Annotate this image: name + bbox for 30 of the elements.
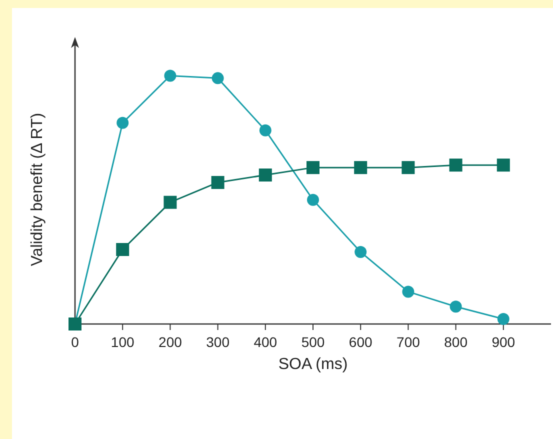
point <box>164 70 176 82</box>
point <box>354 246 367 258</box>
point <box>449 158 462 172</box>
point <box>306 161 320 174</box>
point <box>497 313 510 326</box>
y-axis-title: Validity benefit (Δ RT) <box>29 112 46 266</box>
point <box>211 176 224 189</box>
x-tick-label: 200 <box>158 334 182 350</box>
x-tick-label: 500 <box>301 334 325 350</box>
x-tick-label: 700 <box>396 334 420 350</box>
x-tick-label: 300 <box>206 334 230 350</box>
x-tick-label: 800 <box>444 334 468 350</box>
point <box>258 168 272 182</box>
point <box>354 161 368 174</box>
point <box>116 243 130 256</box>
point <box>307 194 319 206</box>
point <box>164 196 177 209</box>
point <box>212 72 224 84</box>
x-tick-label: 600 <box>348 334 372 350</box>
point <box>116 116 129 129</box>
x-axis-title: SOA (ms) <box>278 356 348 373</box>
x-tick-label: 0 <box>71 334 80 350</box>
point <box>496 158 510 172</box>
x-tick-label: 100 <box>110 334 134 350</box>
point <box>402 286 414 298</box>
point <box>259 124 272 136</box>
x-tick-label: 400 <box>254 334 278 350</box>
point <box>402 161 415 174</box>
point <box>450 300 462 313</box>
x-tick-label: 900 <box>492 334 516 350</box>
